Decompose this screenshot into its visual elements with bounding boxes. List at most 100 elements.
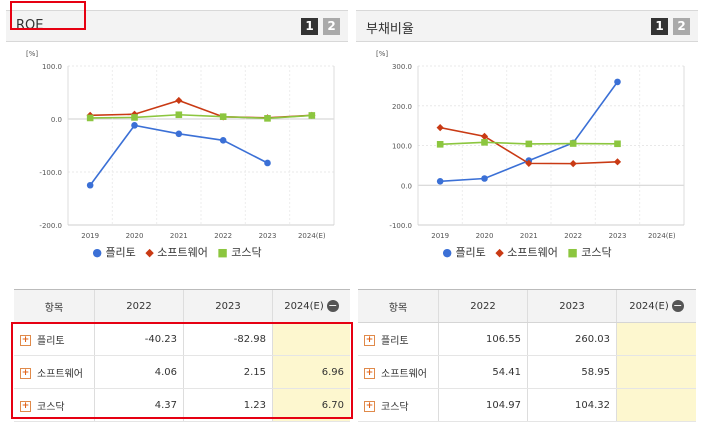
legend-software-marker: ◆ (145, 246, 154, 259)
x-tick-label: 2023 (609, 232, 627, 240)
col-header-2022: 2022 (438, 289, 528, 323)
col-header-2024e: 2024(E) − (616, 289, 696, 323)
data-point (436, 141, 444, 148)
roe-chart: [%] 100.0 0.0 -100.0 -200.0 2019 2020 2021 2022 2… (26, 50, 335, 240)
roe-table-highlight-box (11, 322, 353, 419)
y-tick-label: -200.0 (39, 222, 62, 230)
data-point (436, 124, 444, 132)
roe-page-2-button[interactable]: 2 (323, 18, 340, 35)
collapse-minus-icon[interactable]: − (326, 299, 339, 312)
data-point (481, 139, 488, 146)
legend-flitto-marker: ● (92, 246, 102, 259)
col-header-2024e: 2024(E) − (272, 289, 350, 323)
roe-legend: ● 플리토 ◆ 소프트웨어 ■ 코스닥 (6, 244, 348, 260)
data-point (175, 130, 183, 138)
data-point (219, 137, 227, 144)
y-tick-label: 100.0 (392, 143, 412, 151)
roe-panel: ROE 1 2 [%] 100.0 0.0 -100.0 -200.0 2019 2020 2… (6, 0, 348, 270)
expand-plus-icon[interactable]: + (364, 401, 375, 412)
x-tick-label: 2022 (564, 232, 582, 240)
x-tick-label: 2023 (259, 232, 277, 240)
data-point (613, 158, 622, 166)
col-header-2022: 2022 (94, 289, 184, 323)
y-tick-label: 100.0 (42, 63, 62, 71)
table-row: + 소프트웨어 54.41 58.95 (358, 355, 696, 389)
data-point (480, 132, 489, 140)
col-header-2023: 2023 (183, 289, 273, 323)
data-point (175, 96, 183, 105)
expand-plus-icon[interactable]: + (20, 335, 31, 346)
data-point (308, 112, 316, 119)
expand-plus-icon[interactable]: + (364, 368, 375, 379)
x-tick-label: 2020 (476, 232, 494, 240)
debt-chart: [%] 300.0 200.0 100.0 0.0 -100.0 2019 2020 2021 2… (376, 50, 685, 240)
col-header-item: 항목 (358, 289, 439, 323)
table-row: + 코스닥 104.97 104.32 (358, 388, 696, 422)
table-row: + 코스닥 4.37 1.23 6.70 (14, 388, 350, 422)
series-line (90, 113, 312, 120)
x-tick-label: 2019 (81, 232, 99, 240)
roe-page-1-button[interactable]: 1 (301, 18, 318, 35)
debt-page-1-button[interactable]: 1 (651, 18, 668, 35)
data-point (525, 140, 533, 148)
x-tick-label: 2019 (431, 232, 449, 240)
data-point (86, 181, 94, 189)
debt-legend: ● 플리토 ◆ 소프트웨어 ■ 코스닥 (356, 244, 698, 260)
roe-table: 항목 2022 2023 2024(E) − + 플리토 -40.23 -82.98… (14, 289, 350, 422)
legend-item: ● 플리토 (92, 246, 136, 259)
x-tick-label: 2021 (170, 232, 188, 240)
y-tick-label: 0.0 (51, 116, 62, 124)
table-header-row: 항목 2022 2023 2024(E) − (14, 289, 350, 323)
legend-kosdaq-marker: ■ (567, 246, 578, 259)
axis-group: 300.0 200.0 100.0 0.0 -100.0 2019 2020 2021 2022… (389, 63, 685, 240)
debt-title: 부채비율 (366, 22, 414, 37)
legend-item: ■ 코스닥 (217, 246, 262, 259)
col-header-item: 항목 (14, 289, 95, 323)
legend-software-marker: ◆ (495, 246, 504, 259)
data-point (436, 177, 444, 185)
axis-group: 100.0 0.0 -100.0 -200.0 2019 2020 2021 2022 2023… (39, 63, 335, 240)
y-tick-label: 200.0 (392, 103, 412, 111)
legend-item: ◆ 소프트웨어 (145, 246, 208, 259)
debt-title-bar: 부채비율 1 2 (356, 10, 698, 42)
legend-item: ● 플리토 (442, 246, 486, 259)
data-point (481, 175, 488, 182)
table-header-row: 항목 2022 2023 2024(E) − (358, 289, 696, 323)
data-point (569, 140, 577, 147)
data-point (86, 114, 94, 122)
expand-plus-icon[interactable]: + (364, 335, 375, 346)
table-row: + 소프트웨어 4.06 2.15 6.96 (14, 355, 350, 389)
table-row: + 플리토 -40.23 -82.98 (14, 322, 350, 356)
legend-item: ◆ 소프트웨어 (495, 246, 558, 259)
data-point (264, 159, 271, 167)
y-tick-label: 0.0 (401, 182, 412, 190)
data-point (219, 113, 227, 120)
roe-highlight-box (10, 1, 86, 30)
x-tick-label: 2021 (520, 232, 538, 240)
data-point (569, 160, 577, 168)
x-tick-label: 2022 (214, 232, 232, 240)
legend-flitto-marker: ● (442, 246, 452, 259)
expand-plus-icon[interactable]: + (20, 368, 31, 379)
x-tick-label: 2020 (126, 232, 144, 240)
y-tick-label: -100.0 (389, 222, 412, 230)
legend-kosdaq-marker: ■ (217, 246, 228, 259)
expand-plus-icon[interactable]: + (20, 401, 31, 412)
data-point (131, 122, 138, 129)
x-tick-label: 2024(E) (298, 232, 326, 240)
collapse-minus-icon[interactable]: − (671, 299, 684, 312)
debt-page-2-button[interactable]: 2 (673, 18, 690, 35)
unit-label: [%] (376, 50, 388, 58)
data-point (175, 111, 183, 119)
data-point (614, 140, 621, 148)
col-header-2023: 2023 (527, 289, 617, 323)
table-row: + 플리토 106.55 260.03 (358, 322, 696, 356)
y-tick-label: -100.0 (39, 169, 62, 177)
legend-item: ■ 코스닥 (567, 246, 612, 259)
x-tick-label: 2024(E) (648, 232, 676, 240)
debt-table: 항목 2022 2023 2024(E) − + 플리토 106.55 260.03… (358, 289, 696, 422)
unit-label: [%] (26, 50, 38, 58)
y-tick-label: 300.0 (392, 63, 412, 71)
data-point (614, 78, 621, 86)
debt-ratio-panel: 부채비율 1 2 [%] 300.0 200.0 100.0 0.0 -100.0 2019… (356, 0, 698, 270)
